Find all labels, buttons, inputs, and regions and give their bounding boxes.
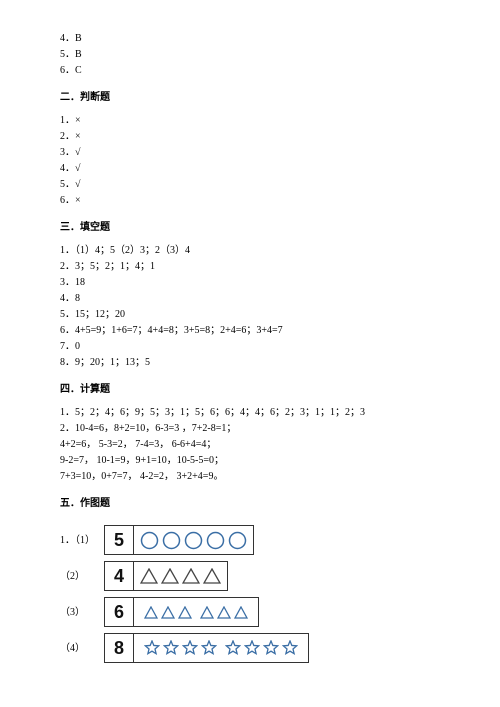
section-title-3: 三．填空题 xyxy=(60,220,440,235)
shape-group xyxy=(196,606,252,619)
figure-number: 8 xyxy=(105,634,134,662)
answer-line: 5．15；12；20 xyxy=(60,307,440,322)
shapes-cell xyxy=(134,562,227,590)
figure-label: 1．（1） xyxy=(60,533,96,548)
answer-line: 7+3=10，0+7=7， 4-2=2， 3+2+4=9。 xyxy=(60,469,440,484)
figure-number: 5 xyxy=(105,526,134,554)
answer-line: 3．18 xyxy=(60,275,440,290)
figure-box: 8 xyxy=(104,633,309,663)
circle-icon xyxy=(228,531,247,550)
figure-label: （3） xyxy=(60,605,96,620)
answer-line: 1．5；2；4；6；9；5；3；1；5；6；6；4；4；6；2；3；1；1；2；… xyxy=(60,405,440,420)
answer-line: 4．√ xyxy=(60,161,440,176)
answer-line: 2．3；5；2；1；4；1 xyxy=(60,259,440,274)
star-icon xyxy=(282,640,298,656)
answer-line: 6．× xyxy=(60,193,440,208)
answer-line: 7．0 xyxy=(60,339,440,354)
triangle-icon xyxy=(182,568,200,584)
triangle-icon xyxy=(203,568,221,584)
figure-box: 5 xyxy=(104,525,254,555)
answer-line: 5．√ xyxy=(60,177,440,192)
triangle-icon xyxy=(217,606,231,619)
star-icon xyxy=(225,640,241,656)
section-title-4: 四．计算题 xyxy=(60,382,440,397)
circle-icon xyxy=(140,531,159,550)
shape-group xyxy=(140,606,196,619)
circle-icon xyxy=(206,531,225,550)
answer-line: 1．× xyxy=(60,113,440,128)
figure-number: 6 xyxy=(105,598,134,626)
page-root: 4．B 5．B 6．C 二．判断题 1．× 2．× 3．√ 4．√ 5．√ 6．… xyxy=(0,0,500,689)
shapes-cell xyxy=(134,526,253,554)
answer-line: 8．9；20；1；13；5 xyxy=(60,355,440,370)
star-icon xyxy=(263,640,279,656)
star-icon xyxy=(201,640,217,656)
shape-group xyxy=(221,640,302,656)
figure-box: 4 xyxy=(104,561,228,591)
triangle-icon xyxy=(234,606,248,619)
figure-row-3: （3） 6 xyxy=(60,597,440,627)
triangle-icon xyxy=(144,606,158,619)
figure-row-2: （2） 4 xyxy=(60,561,440,591)
section-title-5: 五．作图题 xyxy=(60,496,440,511)
answer-line: 9-2=7， 10-1=9，9+1=10，10-5-5=0； xyxy=(60,453,440,468)
answer-line: 4．B xyxy=(60,31,440,46)
figure-row-1: 1．（1） 5 xyxy=(60,525,440,555)
star-icon xyxy=(144,640,160,656)
figure-label: （4） xyxy=(60,641,96,656)
shapes-cell xyxy=(134,598,258,626)
triangle-icon xyxy=(161,568,179,584)
shape-group xyxy=(140,640,221,656)
section3-body: 1．（1）4；5（2）3；2（3）4 2．3；5；2；1；4；1 3．18 4．… xyxy=(60,243,440,370)
figure-row-4: （4） 8 xyxy=(60,633,440,663)
answer-line: 5．B xyxy=(60,47,440,62)
section-title-2: 二．判断题 xyxy=(60,90,440,105)
triangle-icon xyxy=(161,606,175,619)
answer-line: 4+2=6， 5-3=2， 7-4=3， 6-6+4=4； xyxy=(60,437,440,452)
figure-label: （2） xyxy=(60,569,96,584)
star-icon xyxy=(163,640,179,656)
section4-body: 1．5；2；4；6；9；5；3；1；5；6；6；4；4；6；2；3；1；1；2；… xyxy=(60,405,440,484)
triangle-icon xyxy=(200,606,214,619)
figure-box: 6 xyxy=(104,597,259,627)
star-icon xyxy=(244,640,260,656)
answer-line: 6．4+5=9；1+6=7；4+4=8；3+5=8；2+4=6；3+4=7 xyxy=(60,323,440,338)
triangle-icon xyxy=(140,568,158,584)
answer-line: 4．8 xyxy=(60,291,440,306)
answer-line: 1．（1）4；5（2）3；2（3）4 xyxy=(60,243,440,258)
section2-body: 1．× 2．× 3．√ 4．√ 5．√ 6．× xyxy=(60,113,440,208)
shapes-cell xyxy=(134,634,308,662)
answer-line: 3．√ xyxy=(60,145,440,160)
answer-line: 6．C xyxy=(60,63,440,78)
circle-icon xyxy=(162,531,181,550)
figure-number: 4 xyxy=(105,562,134,590)
triangle-icon xyxy=(178,606,192,619)
star-icon xyxy=(182,640,198,656)
circle-icon xyxy=(184,531,203,550)
top-answers: 4．B 5．B 6．C xyxy=(60,31,440,78)
answer-line: 2．10-4=6，8+2=10，6-3=3 ，7+2-8=1； xyxy=(60,421,440,436)
answer-line: 2．× xyxy=(60,129,440,144)
